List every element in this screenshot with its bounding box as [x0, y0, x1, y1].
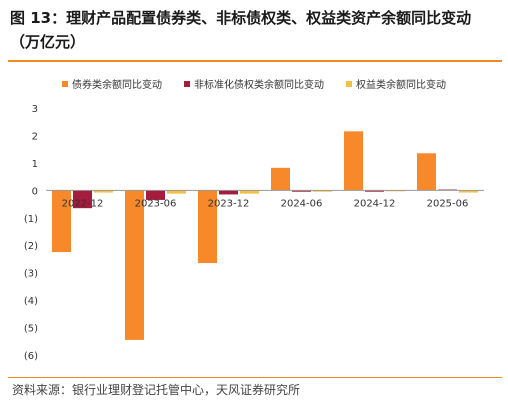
title-divider — [8, 60, 502, 62]
y-tick-label: (5) — [24, 324, 38, 335]
y-axis: (6) (5) (4) (3) (2) (1) 0 1 2 3 — [24, 104, 38, 362]
bar-2025-06-series-1 — [417, 153, 436, 191]
bar-2025-06-series-3 — [459, 190, 478, 193]
bar-2022-12-series-1 — [52, 190, 71, 253]
bar-2023-12-series-1 — [198, 190, 217, 264]
bar-2023-06-series-2 — [146, 190, 165, 200]
legend-swatch-2 — [184, 81, 190, 87]
bar-2024-06-series-2 — [292, 190, 311, 192]
x-tick-label: 2023-06 — [135, 198, 177, 209]
source-note: 资料来源：银行业理财登记托管中心，天风证券研究所 — [12, 383, 301, 397]
bar-2024-12-series-1 — [344, 131, 363, 191]
bar-2024-06-series-3 — [313, 190, 332, 192]
bar-2022-12-series-3 — [94, 190, 113, 193]
bar-2023-06-series-1 — [125, 190, 144, 340]
y-tick-label: 3 — [32, 104, 38, 115]
y-tick-label: 1 — [32, 159, 38, 170]
x-axis: 2022-12 2023-06 2023-12 2024-06 2024-12 2025-… — [62, 198, 469, 209]
y-tick-label: (6) — [24, 351, 38, 362]
source-divider — [8, 377, 502, 378]
legend-swatch-1 — [62, 81, 68, 87]
bars — [52, 131, 478, 340]
legend-label-2: 非标准化债权类余额同比变动 — [194, 78, 324, 91]
y-tick-label: (4) — [24, 296, 38, 307]
y-tick-label: 0 — [32, 186, 38, 197]
bar-2024-12-series-2 — [365, 190, 384, 192]
bar-2023-06-series-3 — [167, 190, 186, 194]
y-tick-label: (1) — [24, 214, 38, 225]
y-tick-label: (3) — [24, 269, 38, 280]
bar-2023-12-series-3 — [240, 190, 259, 194]
bar-2023-12-series-2 — [219, 190, 238, 195]
bar-2022-12-series-2 — [73, 190, 92, 209]
legend-label-3: 权益类余额同比变动 — [356, 78, 446, 91]
y-tick-label: (2) — [24, 241, 38, 252]
legend-label-1: 债券类余额同比变动 — [72, 78, 162, 91]
x-tick-label: 2023-12 — [208, 198, 250, 209]
x-tick-label: 2022-12 — [62, 198, 104, 209]
chart-title: 图 13：理财产品配置债券类、非标债权类、权益类资产余额同比变动（万亿元） — [10, 9, 472, 51]
bar-2024-06-series-1 — [271, 167, 290, 191]
y-tick-label: 2 — [32, 131, 38, 142]
legend-swatch-3 — [346, 81, 352, 87]
x-tick-label: 2024-06 — [281, 198, 323, 209]
x-tick-label: 2025-06 — [427, 198, 469, 209]
x-tick-label: 2024-12 — [354, 198, 396, 209]
chart-legend: 债券类余额同比变动 非标准化债权类余额同比变动 权益类余额同比变动 — [62, 78, 446, 91]
